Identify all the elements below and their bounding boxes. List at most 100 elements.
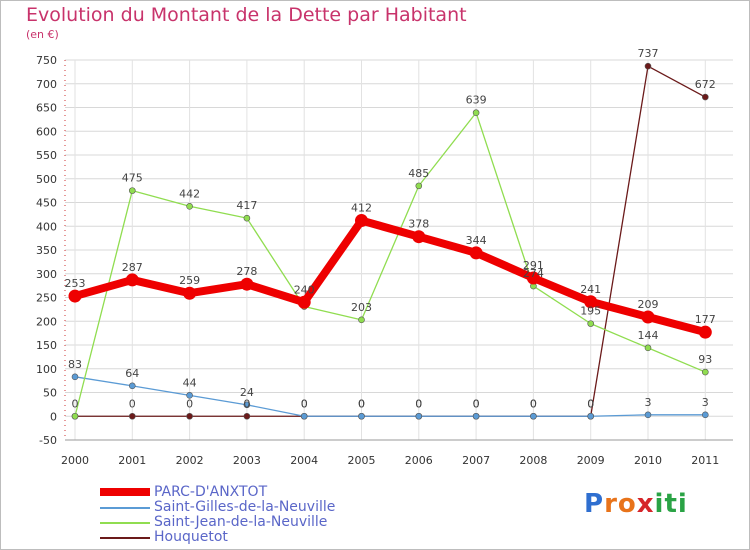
y-tick-label: 700 [36,78,57,91]
data-point [129,382,136,390]
data-point [129,412,136,420]
data-label: 83 [68,358,82,371]
data-point [584,295,598,309]
data-label: 0 [587,397,594,410]
y-tick-label: 550 [36,149,57,162]
data-point [412,230,426,244]
data-point [186,203,193,210]
data-label: 291 [523,259,544,272]
data-label: 0 [301,397,308,410]
data-label: 0 [129,397,136,410]
data-point [587,412,595,420]
data-label: 442 [179,187,200,200]
x-tick-label: 2008 [519,454,547,467]
data-point [415,412,423,420]
data-label: 0 [473,397,480,410]
y-tick-label: 400 [36,220,57,233]
x-tick-label: 2006 [405,454,433,467]
legend-label: Saint-Gilles-de-la-Neuville [154,499,336,515]
data-label: 241 [580,283,601,296]
y-tick-label: 0 [50,410,57,423]
x-tick-label: 2000 [61,454,89,467]
y-tick-label: -50 [39,434,57,447]
y-tick-label: 300 [36,268,57,281]
data-point [530,412,537,420]
data-point [355,214,368,228]
series-line [74,376,706,417]
data-point [358,316,365,324]
x-tick-label: 2011 [691,454,719,467]
y-tick-label: 200 [36,315,57,328]
legend-swatch [100,537,150,539]
data-label: 0 [530,397,537,410]
chart-subtitle: (en €) [26,28,59,41]
legend-swatch [100,507,150,509]
data-label: 259 [179,274,200,287]
data-label: 195 [580,305,601,318]
y-tick-label: 500 [36,173,57,186]
x-tick-label: 2009 [577,454,605,467]
logo-letter: r [604,489,618,519]
data-label: 0 [358,397,365,410]
logo-letter: o [617,489,637,519]
legend-label: Saint-Jean-de-la-Neuville [154,514,328,530]
data-label: 24 [240,386,254,399]
data-point [701,93,709,101]
data-point [243,412,251,420]
data-label: 240 [294,283,315,296]
legend-swatch [100,522,150,524]
logo-letter: i [677,489,688,519]
logo-letter: i [654,489,665,519]
data-label: 0 [587,397,594,410]
data-point [129,187,136,194]
data-label: 0 [473,397,480,410]
data-point [68,289,82,303]
data-point [701,368,709,376]
data-label: 177 [695,313,716,326]
data-label: 672 [695,78,716,91]
data-point [71,373,79,381]
data-point [469,246,483,260]
logo-letter: x [636,489,655,519]
data-label: 209 [638,298,659,311]
y-tick-label: 100 [36,363,57,376]
data-point [71,412,79,420]
data-label: 0 [301,397,308,410]
data-label: 3 [702,396,709,409]
legend-label: PARC-D'ANXTOT [154,484,268,500]
proxiti-logo: Proxiti [584,489,688,519]
x-tick-label: 2002 [176,454,204,467]
data-point [644,62,652,70]
data-point [587,320,595,327]
data-label: 0 [415,397,422,410]
x-tick-label: 2010 [634,454,662,467]
data-label: 485 [408,167,429,180]
data-label: 0 [72,397,79,410]
data-point [186,412,193,420]
data-label: 287 [122,261,143,274]
data-label: 0 [243,397,250,410]
data-point [186,392,193,399]
data-label: 64 [125,367,139,380]
y-tick-label: 600 [36,125,57,138]
data-label: 144 [638,329,659,342]
y-tick-label: 750 [36,54,57,67]
data-label: 44 [183,376,197,389]
data-point [701,411,709,419]
y-tick-label: 150 [36,339,57,352]
data-label: 0 [530,397,537,410]
data-label: 639 [466,94,487,107]
data-label: 378 [408,218,429,231]
data-point [698,325,712,339]
logo-letter: t [664,489,678,519]
logo-letter: P [584,489,605,519]
data-label: 3 [645,396,652,409]
y-tick-label: 350 [36,244,57,257]
y-tick-label: 650 [36,102,57,115]
data-point [183,286,197,300]
data-label: 0 [186,397,193,410]
data-point [240,277,254,291]
series-line [75,65,706,417]
